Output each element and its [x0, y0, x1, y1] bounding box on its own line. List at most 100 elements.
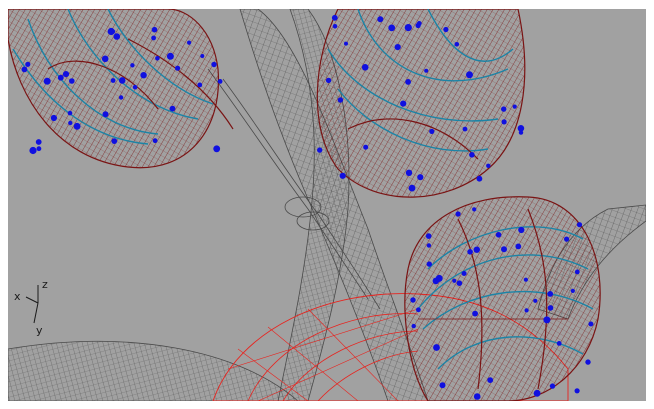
control-point[interactable] — [197, 82, 203, 88]
control-point[interactable] — [515, 243, 522, 250]
control-point[interactable] — [175, 65, 181, 71]
control-point[interactable] — [486, 163, 491, 168]
control-point[interactable] — [325, 77, 332, 84]
control-point[interactable] — [501, 246, 507, 253]
control-point[interactable] — [452, 278, 457, 283]
control-point[interactable] — [425, 233, 432, 239]
control-point[interactable] — [29, 146, 37, 155]
control-point[interactable] — [517, 125, 525, 132]
control-point[interactable] — [166, 52, 174, 60]
control-point[interactable] — [588, 321, 594, 327]
control-point[interactable] — [472, 207, 477, 212]
control-point[interactable] — [501, 106, 507, 112]
control-point[interactable] — [132, 84, 138, 90]
control-point[interactable] — [57, 74, 64, 81]
control-point[interactable] — [140, 72, 147, 79]
control-point[interactable] — [410, 297, 416, 303]
control-point[interactable] — [151, 35, 157, 41]
control-point[interactable] — [332, 24, 338, 29]
control-point[interactable] — [435, 274, 443, 282]
control-point[interactable] — [400, 100, 407, 107]
control-point[interactable] — [549, 383, 556, 389]
control-point[interactable] — [466, 71, 473, 79]
control-point[interactable] — [487, 377, 494, 383]
control-point[interactable] — [118, 77, 126, 84]
control-point[interactable] — [547, 291, 554, 297]
control-point[interactable] — [433, 344, 440, 351]
control-point[interactable] — [388, 24, 396, 32]
control-point[interactable] — [363, 144, 369, 150]
control-point[interactable] — [405, 79, 411, 85]
control-point[interactable] — [110, 78, 116, 83]
control-point[interactable] — [73, 122, 81, 130]
control-point[interactable] — [462, 126, 468, 132]
control-point[interactable] — [404, 24, 412, 32]
control-point[interactable] — [426, 261, 432, 267]
perspective-viewport[interactable]: x z y — [8, 9, 646, 401]
control-point[interactable] — [424, 68, 429, 73]
control-point[interactable] — [130, 63, 135, 68]
control-point[interactable] — [416, 307, 421, 313]
control-point[interactable] — [21, 66, 28, 73]
control-point[interactable] — [585, 359, 591, 365]
control-point[interactable] — [67, 110, 73, 116]
control-point[interactable] — [556, 341, 562, 346]
control-point[interactable] — [213, 145, 221, 153]
control-point[interactable] — [570, 288, 575, 293]
control-points[interactable] — [21, 14, 594, 400]
control-point[interactable] — [417, 174, 424, 181]
control-point[interactable] — [426, 243, 432, 248]
control-point[interactable] — [576, 222, 583, 228]
control-point[interactable] — [439, 382, 446, 389]
control-point[interactable] — [35, 139, 42, 145]
wireframe-scene[interactable] — [8, 9, 646, 401]
control-point[interactable] — [377, 16, 384, 23]
control-point[interactable] — [36, 146, 42, 152]
control-point[interactable] — [408, 184, 416, 192]
control-point[interactable] — [543, 316, 551, 324]
control-point[interactable] — [331, 14, 338, 21]
control-point[interactable] — [111, 138, 118, 145]
control-point[interactable] — [101, 55, 109, 63]
control-point[interactable] — [102, 111, 109, 118]
control-point[interactable] — [547, 305, 554, 311]
control-point[interactable] — [118, 95, 124, 100]
control-point[interactable] — [25, 61, 31, 67]
control-point[interactable] — [524, 308, 529, 313]
control-point[interactable] — [472, 310, 478, 317]
control-point[interactable] — [107, 27, 115, 36]
control-point[interactable] — [469, 152, 475, 158]
control-point[interactable] — [574, 388, 580, 394]
control-point[interactable] — [473, 246, 480, 253]
control-point[interactable] — [501, 119, 507, 125]
control-point[interactable] — [217, 79, 223, 84]
control-point[interactable] — [405, 169, 413, 176]
control-point[interactable] — [361, 64, 369, 71]
control-point[interactable] — [155, 56, 160, 61]
control-point[interactable] — [200, 54, 205, 58]
control-point[interactable] — [523, 277, 529, 282]
control-point[interactable] — [211, 61, 217, 68]
control-point[interactable] — [429, 128, 435, 134]
control-point[interactable] — [454, 42, 460, 47]
control-point[interactable] — [455, 211, 461, 217]
control-point[interactable] — [50, 114, 58, 122]
control-point[interactable] — [187, 40, 192, 45]
control-point[interactable] — [62, 71, 70, 78]
control-point[interactable] — [152, 138, 158, 144]
control-point[interactable] — [411, 323, 416, 329]
control-point[interactable] — [456, 280, 463, 287]
control-point[interactable] — [518, 130, 524, 135]
control-point[interactable] — [68, 120, 73, 126]
control-point[interactable] — [512, 104, 517, 109]
control-point[interactable] — [113, 33, 121, 40]
control-point[interactable] — [339, 172, 346, 179]
control-point[interactable] — [564, 236, 570, 242]
control-point[interactable] — [495, 232, 502, 238]
control-point[interactable] — [467, 249, 473, 255]
control-point[interactable] — [344, 41, 348, 46]
control-point[interactable] — [415, 22, 421, 29]
control-point[interactable] — [473, 393, 481, 400]
control-point[interactable] — [476, 175, 483, 182]
control-point[interactable] — [533, 389, 541, 397]
